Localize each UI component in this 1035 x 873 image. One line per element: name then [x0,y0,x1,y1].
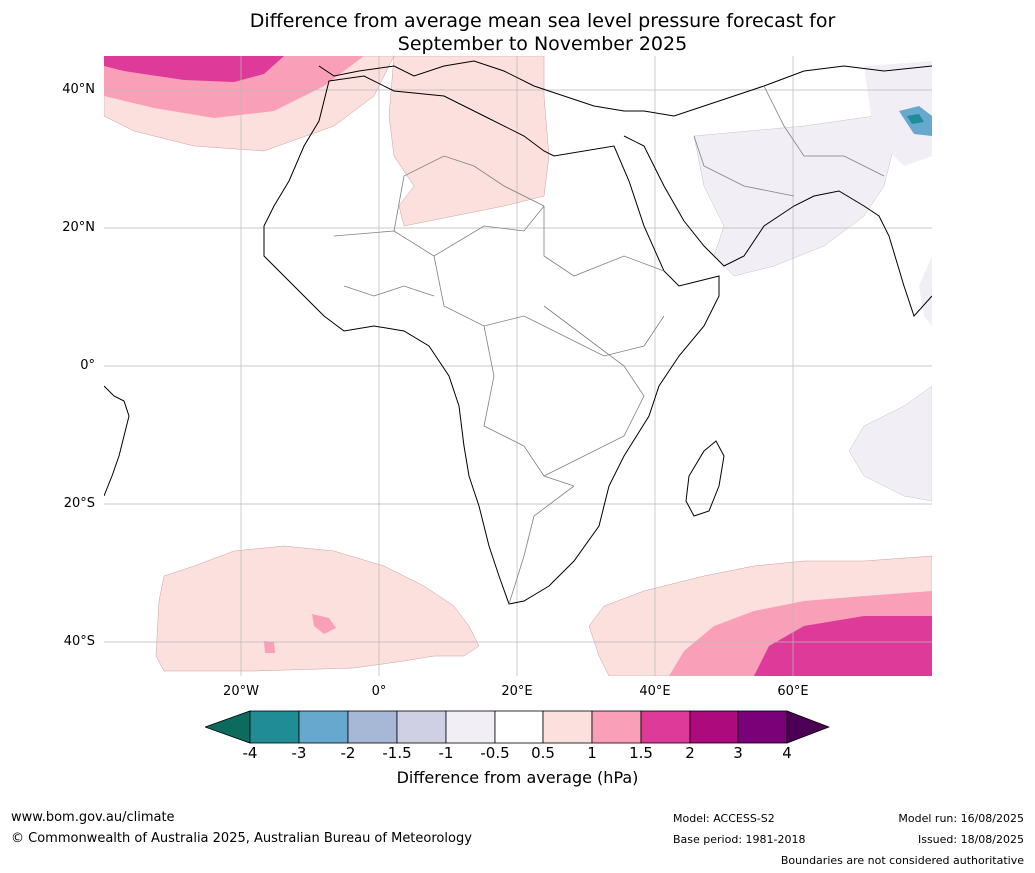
coastlines [104,60,932,605]
footer-model-run: Model run: 16/08/2025 [898,812,1024,825]
colorbar-bin-2-3 [689,710,739,744]
lon-label-0: 0° [371,684,387,699]
anomaly-tibet-light [864,61,932,166]
colorbar [205,710,830,744]
anomaly-satl-light [155,545,480,672]
colorbar-tick: -3 [291,744,307,762]
anomaly-satl-spot-2 [264,641,275,653]
colorbar-label: Difference from average (hPa) [396,768,639,787]
title-line-2: September to November 2025 [397,33,688,55]
lat-label-40n: 40°N [62,82,95,97]
colorbar-tick: -1 [438,744,454,762]
lat-label-20s: 20°S [63,496,95,511]
europe-coastline [318,60,932,117]
colorbar-bin-m1-m05 [445,710,496,744]
anomaly-io-light [848,385,932,502]
arabia-coastline [623,135,932,317]
lat-label-40s: 40°S [63,634,95,649]
lon-label-60e: 60°E [777,684,809,699]
pressure-anomaly-map [104,56,932,676]
footer-url: www.bom.gov.au/climate [11,810,175,825]
anomaly-sio-strong [754,616,932,676]
colorbar-tick: -0.5 [480,744,510,762]
colorbar-tick: -1.5 [382,744,412,762]
country-boundaries [333,85,885,605]
colorbar-tick: 1.5 [629,744,653,762]
colorbar-tick: 3 [733,744,743,762]
lat-label-20n: 20°N [62,220,95,235]
colorbar-tick: 1 [587,744,597,762]
africa-coastline [263,75,720,605]
gridlines [104,56,932,676]
lon-label-20e: 20°E [501,684,533,699]
anomaly-nw-strong [104,56,284,82]
footer-disclaimer: Boundaries are not considered authoritat… [780,854,1024,867]
colorbar-bin-m15-m1 [396,710,447,744]
colorbar-bin-m4-m3 [249,710,300,744]
madagascar-coastline [685,440,725,517]
anomaly-tibet-core [907,114,924,124]
lon-label-40e: 40°E [639,684,671,699]
colorbar-bin-m3-m2 [298,710,349,744]
lat-label-0: 0° [80,358,95,373]
map-title: Difference from average mean sea level p… [0,10,1035,56]
colorbar-tick: 4 [782,744,792,762]
anomaly-med-light [388,56,550,227]
footer-issued: Issued: 18/08/2025 [917,833,1024,846]
south-america-coastline [104,385,130,497]
colorbar-bin-05-1 [542,710,593,744]
colorbar-tick: 0.5 [531,744,555,762]
colorbar-extend-high [786,710,830,744]
lon-label-20w: 20°W [223,684,259,699]
footer-model: Model: ACCESS-S2 [673,812,775,825]
title-line-1: Difference from average mean sea level p… [249,10,836,32]
anomaly-india-light [919,256,932,326]
colorbar-bin-3-4 [737,710,788,744]
colorbar-bin-1-15 [591,710,642,744]
colorbar-bin-m2-m15 [347,710,398,744]
footer-base-period: Base period: 1981-2018 [673,833,806,846]
colorbar-extend-low [205,710,251,744]
anomaly-satl-spot-1 [312,614,336,634]
footer-copyright: © Commonwealth of Australia 2025, Austra… [11,831,472,846]
colorbar-tick: -4 [242,744,258,762]
colorbar-tick: 2 [685,744,695,762]
colorbar-bin-m05-05 [494,710,544,744]
colorbar-tick: -2 [340,744,356,762]
colorbar-bin-15-2 [640,710,691,744]
